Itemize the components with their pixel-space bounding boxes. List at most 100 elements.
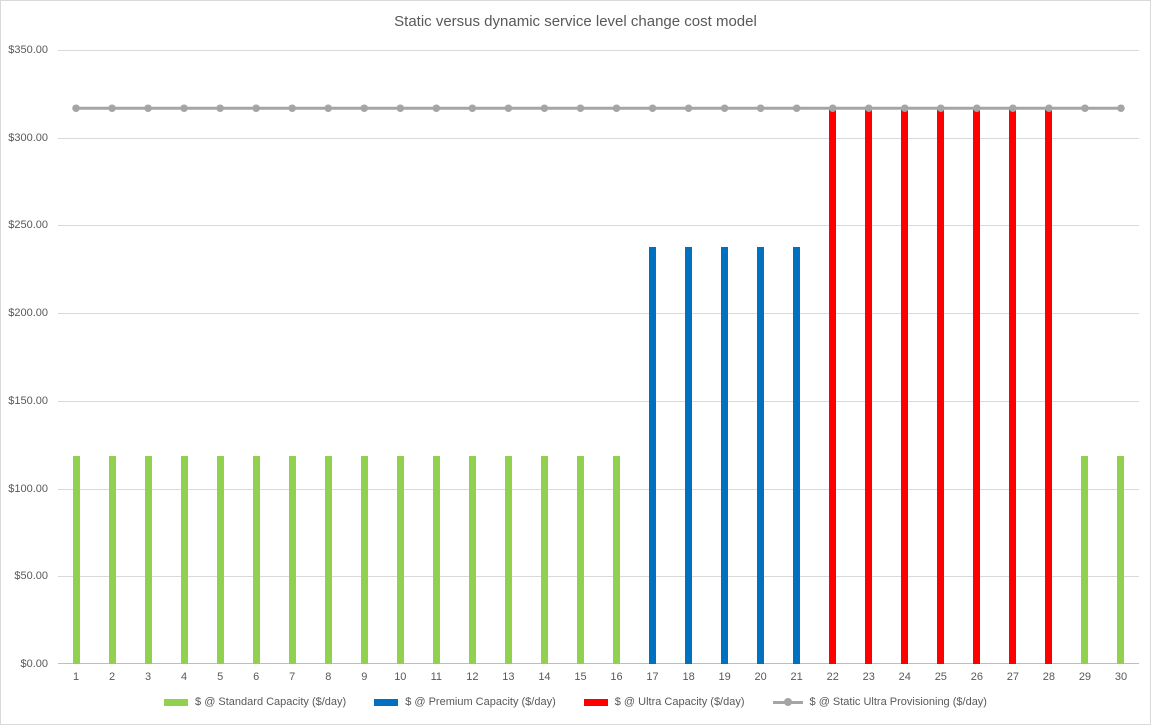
bar-premium-capacity-day-18 xyxy=(685,247,693,664)
line-marker-static-ultra-provisioning-day-18 xyxy=(684,104,693,113)
y-axis-tick-label: $200.00 xyxy=(8,307,48,320)
line-marker-static-ultra-provisioning-day-22 xyxy=(828,104,837,113)
x-axis-tick-label: 3 xyxy=(145,671,152,683)
bar-standard-capacity-day-6 xyxy=(252,455,260,664)
line-marker-static-ultra-provisioning-day-29 xyxy=(1081,104,1089,113)
x-axis-tick-label: 13 xyxy=(502,671,515,683)
x-axis-tick-label: 26 xyxy=(970,671,983,683)
bar-ultra-capacity-day-25 xyxy=(937,108,945,664)
line-marker-static-ultra-provisioning-day-15 xyxy=(576,104,585,113)
x-axis-tick-label: 24 xyxy=(898,671,911,683)
line-marker-static-ultra-provisioning-day-19 xyxy=(720,104,729,113)
legend-label-static-ultra-provisioning: $ @ Static Ultra Provisioning ($/day) xyxy=(809,696,987,708)
line-marker-static-ultra-provisioning-day-11 xyxy=(432,104,441,113)
legend-item-static-ultra-provisioning: $ @ Static Ultra Provisioning ($/day) xyxy=(772,696,987,708)
y-axis-tick-label: $150.00 xyxy=(8,394,48,407)
line-marker-static-ultra-provisioning-day-8 xyxy=(324,104,333,113)
bar-ultra-capacity-day-26 xyxy=(973,108,981,664)
line-marker-static-ultra-provisioning-day-28 xyxy=(1045,104,1053,113)
legend-label-premium-capacity: $ @ Premium Capacity ($/day) xyxy=(405,696,556,708)
line-marker-static-ultra-provisioning-day-25 xyxy=(937,104,945,113)
line-marker-static-ultra-provisioning-day-17 xyxy=(648,104,657,113)
x-axis-tick-label: 4 xyxy=(181,671,188,683)
gridline-200 xyxy=(58,313,1139,315)
line-marker-static-ultra-provisioning-day-20 xyxy=(756,104,765,113)
line-marker-static-ultra-provisioning-day-2 xyxy=(108,104,116,113)
y-axis-tick-label: $250.00 xyxy=(8,219,48,232)
legend-label-standard-capacity: $ @ Standard Capacity ($/day) xyxy=(195,696,347,708)
y-axis-tick-label: $350.00 xyxy=(8,44,48,56)
x-axis-tick-label: 25 xyxy=(934,671,947,683)
bar-premium-capacity-day-19 xyxy=(721,247,729,664)
bar-standard-capacity-day-1 xyxy=(72,455,80,664)
x-axis-tick-label: 7 xyxy=(289,671,296,683)
line-marker-static-ultra-provisioning-day-10 xyxy=(396,104,405,113)
gridline-100 xyxy=(58,488,1139,490)
x-axis-tick-label: 20 xyxy=(754,671,767,683)
line-marker-static-ultra-provisioning-day-16 xyxy=(612,104,621,113)
y-axis-tick-label: $100.00 xyxy=(8,482,48,495)
gridline-250 xyxy=(58,225,1139,227)
line-marker-static-ultra-provisioning-day-21 xyxy=(792,104,801,113)
line-marker-static-ultra-provisioning-day-6 xyxy=(252,104,260,113)
bar-standard-capacity-day-7 xyxy=(288,455,296,664)
legend-swatch-premium-capacity xyxy=(374,698,399,706)
bar-standard-capacity-day-9 xyxy=(360,455,368,664)
line-marker-static-ultra-provisioning-day-23 xyxy=(864,104,873,113)
y-axis-tick-label: $0.00 xyxy=(20,658,48,670)
x-axis-tick-label: 15 xyxy=(574,671,587,683)
x-axis-tick-label: 2 xyxy=(108,671,116,683)
x-axis-tick-label: 12 xyxy=(466,671,479,683)
bar-standard-capacity-day-13 xyxy=(504,455,512,664)
x-axis-tick-label: 10 xyxy=(394,671,407,683)
bar-standard-capacity-day-4 xyxy=(180,455,188,664)
bar-premium-capacity-day-21 xyxy=(793,247,801,664)
y-axis-tick-label: $50.00 xyxy=(14,570,48,583)
line-marker-static-ultra-provisioning-day-30 xyxy=(1117,104,1125,113)
bar-standard-capacity-day-14 xyxy=(540,455,548,664)
bar-standard-capacity-day-11 xyxy=(432,455,440,664)
line-static-ultra-provisioning xyxy=(72,104,1125,113)
x-axis-tick-label: 6 xyxy=(253,671,260,683)
plot-area xyxy=(58,50,1139,664)
bar-standard-capacity-day-8 xyxy=(324,455,332,664)
x-axis-tick-label: 5 xyxy=(217,671,224,683)
chart-title: Static versus dynamic service level chan… xyxy=(394,13,757,30)
x-axis-tick-label: 19 xyxy=(718,671,731,683)
line-marker-static-ultra-provisioning-day-1 xyxy=(72,104,80,113)
bar-standard-capacity-day-30 xyxy=(1117,455,1125,664)
legend-label-ultra-capacity: $ @ Ultra Capacity ($/day) xyxy=(614,696,745,708)
line-marker-static-ultra-provisioning-day-27 xyxy=(1009,104,1017,113)
x-axis-tick-label: 29 xyxy=(1078,671,1092,683)
legend: $ @ Standard Capacity ($/day) $ @ Premium… xyxy=(1,696,1150,708)
x-axis-tick-label: 11 xyxy=(430,671,443,683)
bar-standard-capacity-day-2 xyxy=(108,455,116,664)
x-axis-tick-label: 28 xyxy=(1042,671,1056,683)
legend-swatch-static-ultra-provisioning xyxy=(772,697,803,707)
x-axis-tick-label: 14 xyxy=(538,671,551,683)
legend-swatch-ultra-capacity xyxy=(583,698,608,706)
bar-ultra-capacity-day-22 xyxy=(829,108,837,664)
bar-ultra-capacity-day-24 xyxy=(901,108,909,664)
line-marker-static-ultra-provisioning-day-14 xyxy=(540,104,549,113)
y-axis-tick-label: $300.00 xyxy=(8,131,48,144)
bar-ultra-capacity-day-27 xyxy=(1009,108,1017,664)
legend-swatch-standard-capacity xyxy=(164,698,189,706)
gridline-150 xyxy=(58,400,1139,402)
legend-marker-icon xyxy=(783,698,792,706)
bar-standard-capacity-day-5 xyxy=(216,455,224,664)
line-marker-static-ultra-provisioning-day-12 xyxy=(468,104,477,113)
gridline-50 xyxy=(58,576,1139,578)
x-axis-tick-label: 30 xyxy=(1114,671,1128,683)
x-axis-tick-label: 22 xyxy=(826,671,839,683)
legend-item-ultra-capacity: $ @ Ultra Capacity ($/day) xyxy=(583,696,745,708)
x-axis-tick-label: 23 xyxy=(862,671,875,683)
bar-standard-capacity-day-15 xyxy=(576,455,584,664)
line-marker-static-ultra-provisioning-day-7 xyxy=(288,104,297,113)
legend-item-premium-capacity: $ @ Premium Capacity ($/day) xyxy=(374,696,556,708)
gridline-350 xyxy=(58,50,1139,51)
bar-standard-capacity-day-12 xyxy=(468,455,476,664)
bar-standard-capacity-day-29 xyxy=(1081,455,1089,664)
x-axis-tick-label: 16 xyxy=(610,671,623,683)
bar-premium-capacity-day-20 xyxy=(757,247,765,664)
